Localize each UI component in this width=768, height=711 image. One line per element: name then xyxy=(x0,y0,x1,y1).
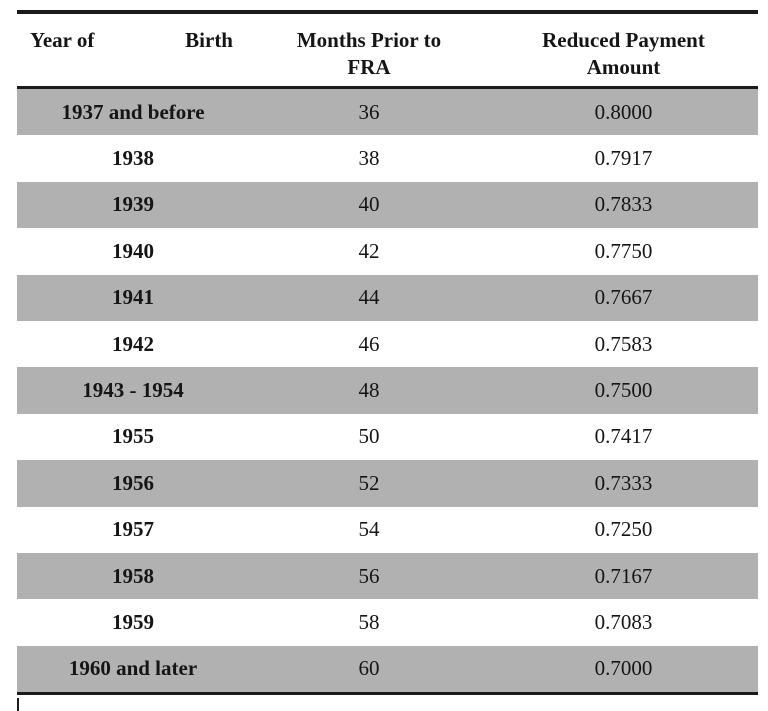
header-months-prior-to-fra: Months Prior to FRA xyxy=(249,14,489,86)
cell-months-prior-to-fra: 38 xyxy=(358,146,380,171)
cell-reduced-payment-amount: 0.7500 xyxy=(594,378,653,403)
partial-next-box-corner xyxy=(17,698,19,711)
header-amount-line1: Reduced Payment xyxy=(542,28,705,52)
table-body: 1937 and before 36 0.8000 1938 38 0.7917 1939 4… xyxy=(17,89,758,693)
cell-year-of-birth: 1956 xyxy=(112,470,154,495)
header-reduced-payment-amount: Reduced Payment Amount xyxy=(489,14,758,86)
cell-months-prior-to-fra: 42 xyxy=(358,238,380,263)
table-row: 1956 52 0.7333 xyxy=(17,460,758,507)
table-row: 1958 56 0.7167 xyxy=(17,552,758,600)
table-top-border xyxy=(17,10,758,14)
cell-reduced-payment-amount: 0.7000 xyxy=(594,656,653,681)
header-year-of-text: Year of xyxy=(30,28,95,52)
cell-reduced-payment-amount: 0.7250 xyxy=(594,517,653,542)
header-year-of-birth: Year of Birth xyxy=(17,14,249,86)
cell-months-prior-to-fra: 60 xyxy=(358,656,380,681)
cell-year-of-birth: 1943 - 1954 xyxy=(82,378,184,403)
table-row: 1937 and before 36 0.8000 xyxy=(17,89,758,136)
header-amount-line2: Amount xyxy=(586,55,661,79)
cell-year-of-birth: 1958 xyxy=(112,563,154,588)
header-birth-text: Birth xyxy=(185,28,233,52)
cell-reduced-payment-amount: 0.7667 xyxy=(594,285,653,310)
table-row: 1940 42 0.7750 xyxy=(17,228,758,274)
cell-months-prior-to-fra: 48 xyxy=(358,378,380,403)
table-row: 1955 50 0.7417 xyxy=(17,414,758,460)
cell-months-prior-to-fra: 58 xyxy=(358,609,380,634)
cell-months-prior-to-fra: 52 xyxy=(358,470,380,495)
cell-months-prior-to-fra: 40 xyxy=(358,192,380,217)
table-row: 1941 44 0.7667 xyxy=(17,274,758,321)
cell-year-of-birth: 1942 xyxy=(112,331,154,356)
table-row: 1942 46 0.7583 xyxy=(17,321,758,367)
cell-months-prior-to-fra: 56 xyxy=(358,563,380,588)
cell-reduced-payment-amount: 0.7750 xyxy=(594,238,653,263)
table-header-row: Year of Birth Months Prior to FRA Reduce… xyxy=(17,14,758,89)
cell-reduced-payment-amount: 0.8000 xyxy=(594,99,653,124)
cell-year-of-birth: 1959 xyxy=(112,609,154,634)
table-row: 1938 38 0.7917 xyxy=(17,135,758,181)
table-row: 1960 and later 60 0.7000 xyxy=(17,645,758,693)
cell-year-of-birth: 1957 xyxy=(112,517,154,542)
header-months-line1: Months Prior to xyxy=(296,28,442,52)
header-months-line2: FRA xyxy=(347,55,391,79)
table-row: 1939 40 0.7833 xyxy=(17,181,758,229)
table-row: 1959 58 0.7083 xyxy=(17,599,758,645)
cell-months-prior-to-fra: 50 xyxy=(358,424,380,449)
table-row: 1943 - 1954 48 0.7500 xyxy=(17,367,758,414)
cell-year-of-birth: 1960 and later xyxy=(68,656,198,681)
table-row: 1957 54 0.7250 xyxy=(17,507,758,553)
table-bottom-border xyxy=(17,692,758,696)
cell-year-of-birth: 1937 and before xyxy=(61,99,205,124)
cell-months-prior-to-fra: 54 xyxy=(358,517,380,542)
cell-year-of-birth: 1941 xyxy=(112,285,154,310)
cell-months-prior-to-fra: 36 xyxy=(358,99,380,124)
reduction-factor-table: Year of Birth Months Prior to FRA Reduce… xyxy=(17,10,758,696)
cell-reduced-payment-amount: 0.7917 xyxy=(594,146,653,171)
cell-reduced-payment-amount: 0.7417 xyxy=(594,424,653,449)
cell-months-prior-to-fra: 44 xyxy=(358,285,380,310)
cell-year-of-birth: 1955 xyxy=(112,424,154,449)
cell-reduced-payment-amount: 0.7083 xyxy=(594,609,653,634)
cell-year-of-birth: 1939 xyxy=(112,192,154,217)
cell-reduced-payment-amount: 0.7167 xyxy=(594,563,653,588)
cell-reduced-payment-amount: 0.7833 xyxy=(594,192,653,217)
cell-year-of-birth: 1940 xyxy=(112,238,154,263)
cell-year-of-birth: 1938 xyxy=(112,146,154,171)
cell-reduced-payment-amount: 0.7333 xyxy=(594,470,653,495)
cell-months-prior-to-fra: 46 xyxy=(358,331,380,356)
cell-reduced-payment-amount: 0.7583 xyxy=(594,331,653,356)
